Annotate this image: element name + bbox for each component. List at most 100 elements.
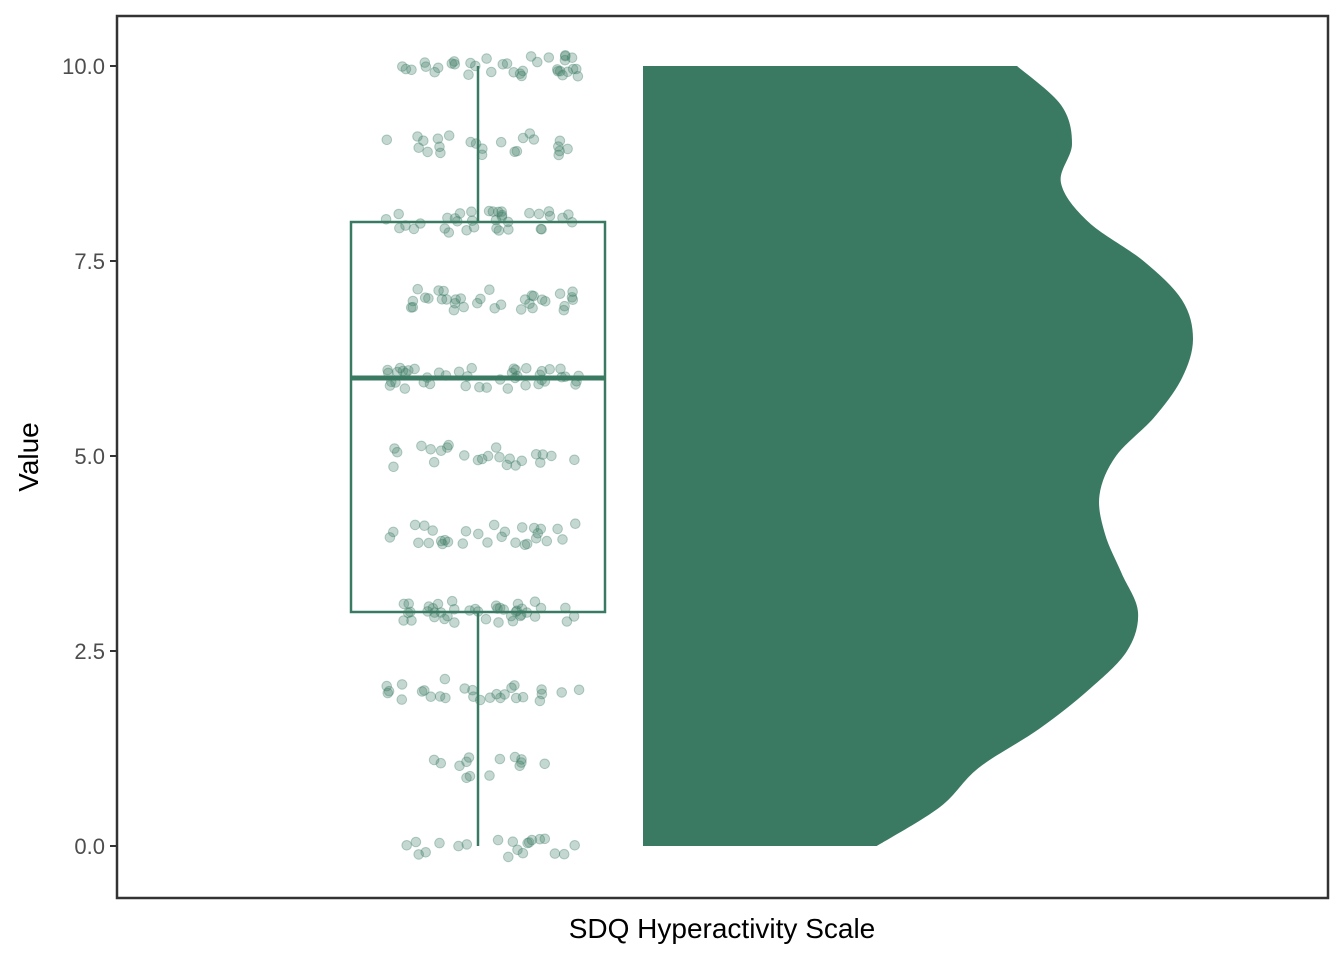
jitter-point <box>401 840 413 851</box>
jitter-point <box>571 63 582 75</box>
jitter-point <box>524 128 536 139</box>
jitter-point <box>473 528 484 540</box>
jitter-point <box>508 363 520 375</box>
jitter-point <box>463 752 475 763</box>
jitter-point <box>393 208 405 220</box>
y-axis: 0.0 2.5 5.0 7.5 10.0 <box>62 54 117 859</box>
jitter-point <box>519 539 531 551</box>
jitter-point <box>512 598 524 610</box>
jitter-point <box>439 613 450 625</box>
jitter-point <box>482 537 493 548</box>
jitter-point <box>461 225 472 236</box>
jitter-point <box>448 304 460 316</box>
jitter-point <box>493 225 505 236</box>
jitter-point <box>466 206 477 217</box>
jitter-point <box>439 223 451 234</box>
jitter-point <box>491 688 502 700</box>
jitter-point <box>516 455 528 467</box>
jitter-point <box>530 533 542 544</box>
jitter-point <box>540 296 551 307</box>
jitter-point <box>406 64 417 76</box>
jitter-point <box>394 222 405 234</box>
jitter-point <box>466 215 478 226</box>
jitter-point <box>553 141 564 152</box>
jitter-point <box>528 134 540 145</box>
jitter-points-layer <box>380 50 585 863</box>
jitter-point <box>407 301 419 313</box>
jitter-point <box>399 383 411 394</box>
jitter-point <box>458 301 470 313</box>
jitter-point <box>488 519 500 531</box>
jitter-point <box>508 67 520 78</box>
jitter-point <box>526 834 538 846</box>
jitter-point <box>546 450 557 462</box>
jitter-point <box>549 848 561 859</box>
density-area <box>643 66 1193 846</box>
jitter-point <box>553 149 565 161</box>
jitter-point <box>499 689 510 700</box>
jitter-point <box>457 538 469 549</box>
jitter-point <box>423 537 435 549</box>
jitter-point <box>567 286 578 298</box>
jitter-point <box>509 680 520 691</box>
jitter-point <box>398 615 409 626</box>
jitter-point <box>495 692 506 704</box>
jitter-point <box>527 302 538 314</box>
jitter-point <box>554 65 566 77</box>
jitter-point <box>532 528 544 539</box>
jitter-point <box>435 147 446 159</box>
jitter-point <box>511 145 523 157</box>
jitter-point <box>524 207 535 219</box>
jitter-point <box>536 365 548 377</box>
jitter-point <box>534 695 546 707</box>
jitter-point <box>434 837 445 849</box>
jitter-point <box>474 381 485 393</box>
jitter-point <box>567 63 579 75</box>
jitter-point <box>490 214 502 226</box>
jitter-point <box>413 537 424 549</box>
jitter-point <box>406 615 417 626</box>
jitter-point <box>446 58 458 69</box>
jitter-point <box>460 526 472 537</box>
jitter-point <box>536 688 548 700</box>
jitter-point <box>520 380 531 391</box>
jitter-point <box>521 538 533 550</box>
jitter-point <box>449 617 460 628</box>
jitter-point <box>459 450 470 461</box>
jitter-point <box>536 684 547 695</box>
jitter-point <box>446 595 458 607</box>
jitter-point <box>572 71 584 82</box>
jitter-point <box>534 833 546 845</box>
jitter-point <box>558 304 570 316</box>
y-tick-label: 2.5 <box>74 639 105 664</box>
jitter-point <box>525 51 537 62</box>
jitter-point <box>486 66 497 78</box>
jitter-point <box>396 694 408 705</box>
jitter-point <box>384 532 396 543</box>
jitter-point <box>442 442 453 453</box>
jitter-point <box>391 446 403 458</box>
jitter-point <box>413 142 425 153</box>
jitter-point <box>495 136 507 148</box>
jitter-point <box>559 300 570 312</box>
jitter-point <box>516 757 527 768</box>
jitter-point <box>476 453 488 465</box>
jitter-point <box>429 66 441 78</box>
y-tick-label: 0.0 <box>74 834 105 859</box>
jitter-point <box>554 135 566 147</box>
jitter-point <box>443 130 455 141</box>
jitter-point <box>535 223 547 235</box>
jitter-point <box>517 691 529 703</box>
jitter-point <box>424 378 436 390</box>
jitter-point <box>530 449 542 460</box>
jitter-point <box>449 298 461 309</box>
jitter-point <box>487 206 499 217</box>
jitter-point <box>497 59 509 70</box>
jitter-point <box>461 839 473 850</box>
jitter-point <box>432 598 444 610</box>
jitter-point <box>514 760 526 772</box>
jitter-point <box>472 454 484 466</box>
jitter-point <box>496 531 508 543</box>
y-tick-label: 10.0 <box>62 54 105 79</box>
x-axis-title: SDQ Hyperactivity Scale <box>569 913 876 944</box>
